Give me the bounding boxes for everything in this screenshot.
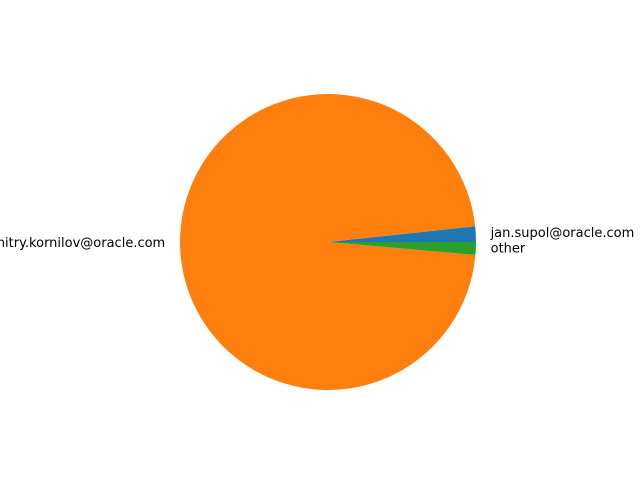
pie-slice-label: other <box>491 242 526 257</box>
pie-slice <box>180 93 476 390</box>
pie-slice <box>328 242 477 255</box>
pie-slice <box>328 226 476 242</box>
pie-slice-label: jan.supol@oracle.com <box>490 226 635 241</box>
pie-slice-label: dmitry.kornilov@oracle.com <box>0 236 165 251</box>
pie-slices <box>180 93 477 390</box>
pie-labels: jan.supol@oracle.com dmitry.kornilov@orac… <box>0 226 634 257</box>
